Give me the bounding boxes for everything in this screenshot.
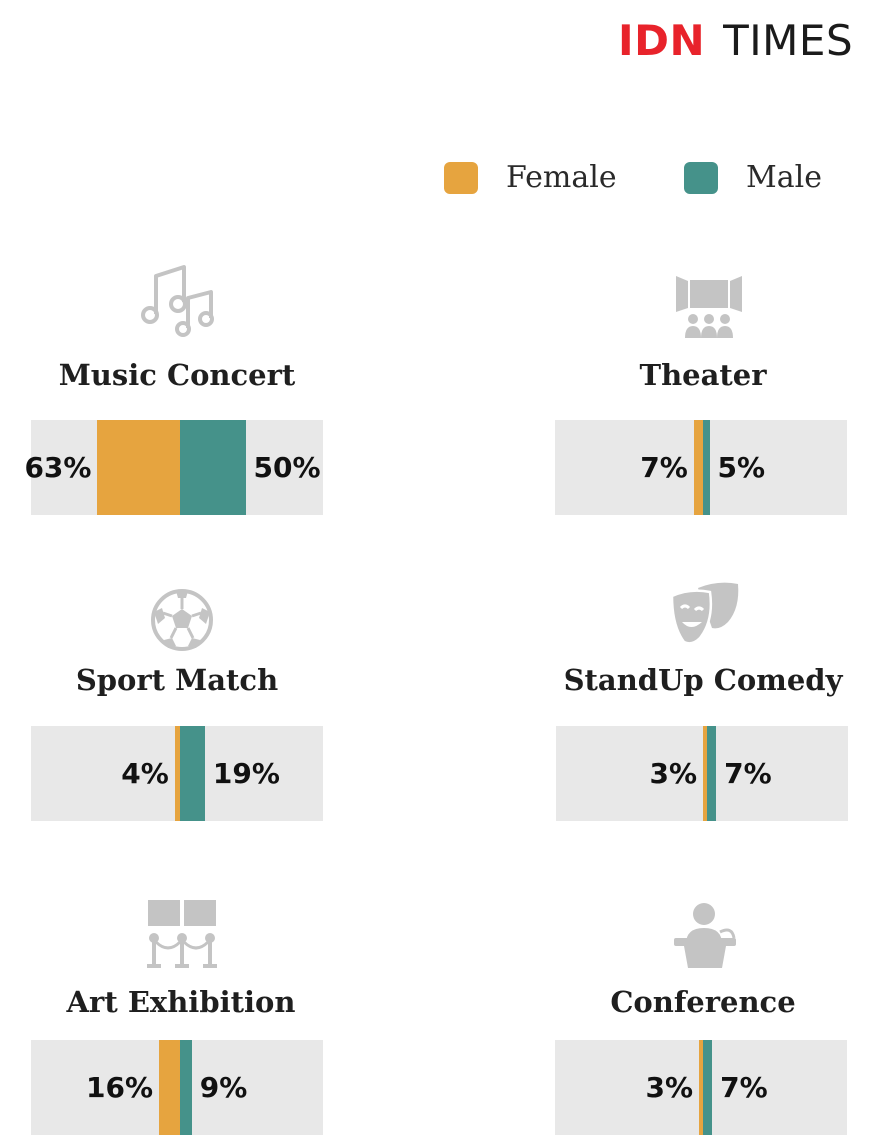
- label-male-music-concert: 50%: [253, 451, 321, 484]
- bar-male-conference: [703, 1040, 713, 1135]
- music-notes-icon: [141, 265, 214, 337]
- category-title-theater: Theater: [639, 358, 767, 392]
- label-male-conference: 7%: [720, 1071, 768, 1104]
- bar-female-music-concert: [97, 420, 180, 515]
- bar-male-theater: [703, 420, 710, 515]
- theater-stage-icon: [676, 276, 742, 338]
- label-female-sport-match: 4%: [121, 757, 169, 790]
- bar-male-art-exhibition: [180, 1040, 192, 1135]
- category-title-standup-comedy: StandUp Comedy: [563, 663, 843, 697]
- bar-male-sport-match: [180, 726, 205, 821]
- legend-swatch-female: [444, 161, 478, 194]
- bar-track-art-exhibition: 16% 9%: [31, 1040, 323, 1135]
- logo: IDN TIMES: [618, 12, 853, 68]
- bar-male-music-concert: [180, 420, 246, 515]
- legend-female: Female: [444, 160, 617, 195]
- label-male-art-exhibition: 9%: [199, 1071, 248, 1104]
- bar-track-standup-comedy: 3% 7%: [556, 726, 848, 821]
- legend-label-male: Male: [746, 160, 822, 195]
- logo-idn: IDN: [618, 15, 706, 65]
- bar-female-conference: [699, 1040, 703, 1135]
- bar-track-conference: 3% 7%: [555, 1040, 847, 1135]
- speaker-podium-icon: [674, 903, 736, 968]
- label-female-conference: 3%: [645, 1071, 694, 1104]
- label-female-theater: 7%: [640, 451, 688, 484]
- label-female-music-concert: 63%: [24, 451, 92, 484]
- label-female-art-exhibition: 16%: [86, 1071, 154, 1104]
- category-title-music-concert: Music Concert: [58, 358, 296, 392]
- art-gallery-icon: [147, 900, 217, 968]
- bar-female-theater: [693, 420, 703, 515]
- label-male-sport-match: 19%: [212, 757, 280, 790]
- bar-track-music-concert: 63% 50%: [24, 420, 323, 515]
- bar-female-sport-match: [174, 726, 180, 821]
- label-female-standup-comedy: 3%: [649, 757, 698, 790]
- category-title-art-exhibition: Art Exhibition: [66, 985, 296, 1019]
- category-title-conference: Conference: [610, 985, 796, 1019]
- category-title-sport-match: Sport Match: [75, 663, 279, 697]
- bar-female-standup-comedy: [703, 726, 707, 821]
- bar-track-theater: 7% 5%: [555, 420, 847, 515]
- bar-male-standup-comedy: [707, 726, 717, 821]
- legend-label-female: Female: [506, 160, 617, 195]
- legend-male: Male: [684, 160, 822, 195]
- legend-swatch-male: [684, 161, 718, 194]
- label-male-standup-comedy: 7%: [724, 757, 772, 790]
- comedy-mask-icon: [670, 582, 739, 645]
- logo-times: TIMES: [723, 15, 854, 65]
- bar-track-sport-match: 4% 19%: [31, 726, 323, 821]
- soccer-ball-icon: [151, 589, 213, 651]
- label-male-theater: 5%: [717, 451, 766, 484]
- bar-female-art-exhibition: [159, 1040, 180, 1135]
